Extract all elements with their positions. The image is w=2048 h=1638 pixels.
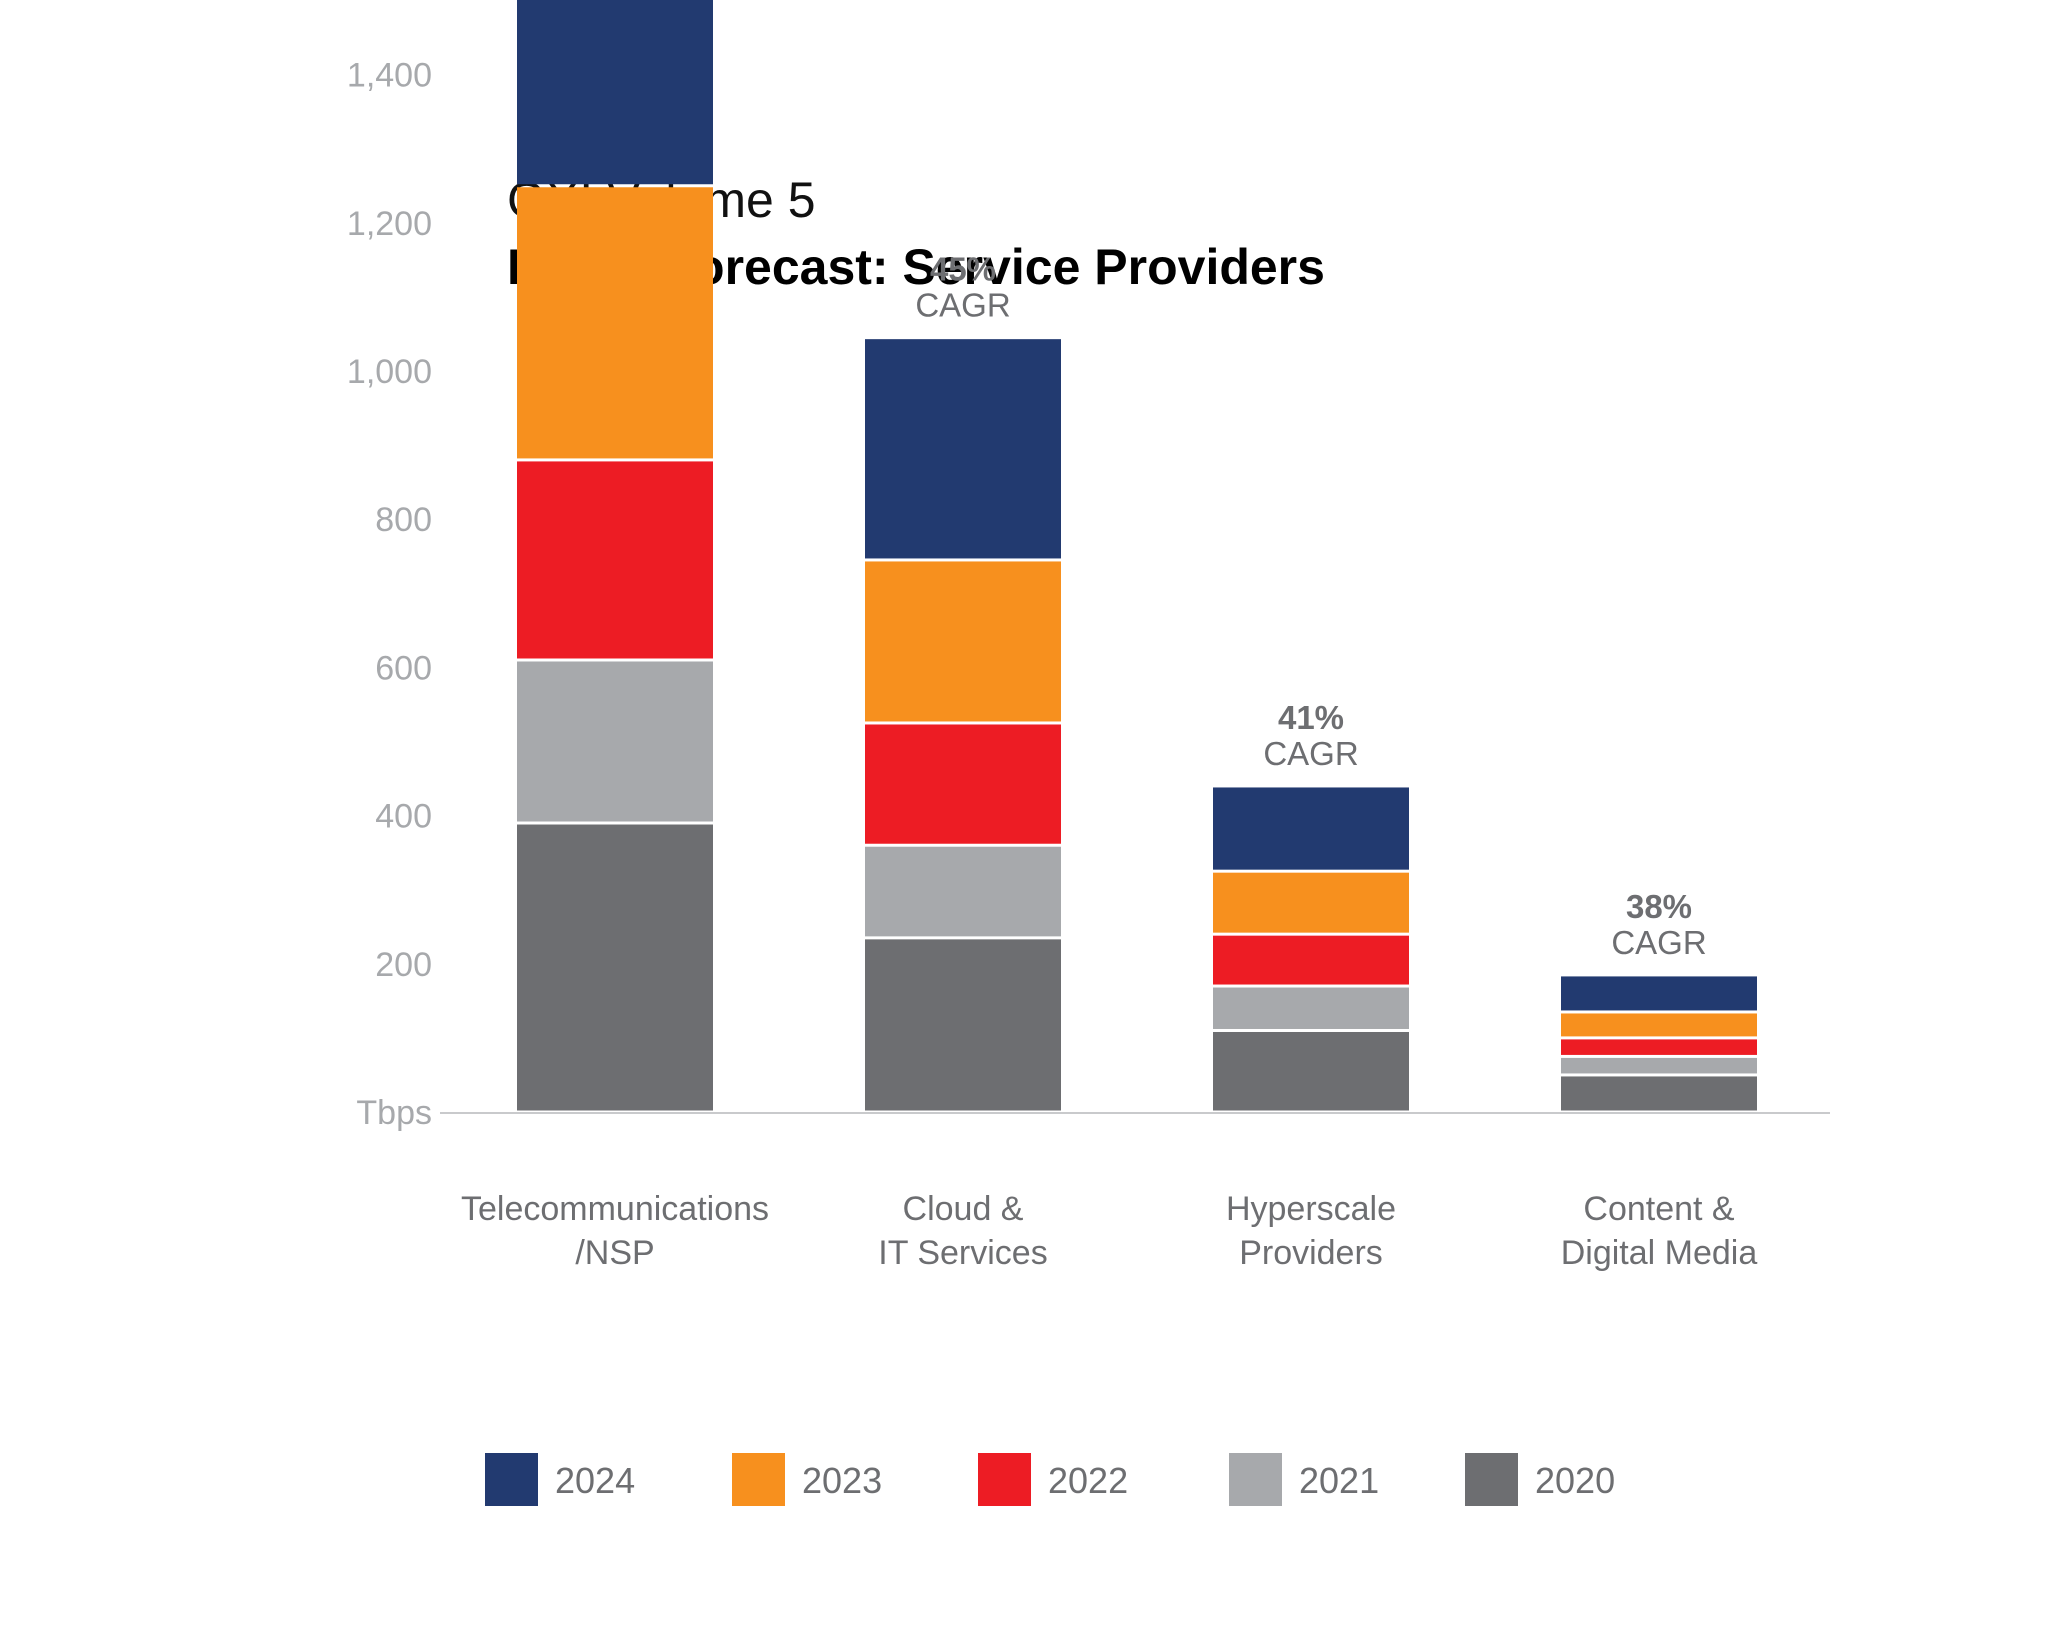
y-tick-label: 1,000 (347, 353, 432, 391)
bar-segment-2023 (1213, 872, 1409, 933)
category-labels: Telecommunications/NSP Cloud & IT Services… (461, 1190, 1757, 1272)
bar-segment-2020 (865, 939, 1061, 1111)
category-label: Providers (1239, 1234, 1383, 1272)
cagr-value: 45% (930, 251, 996, 288)
y-axis: 2004006008001,0001,2001,4001,6001,800Tbp… (347, 57, 1830, 1132)
bar-segment-2020 (1213, 1031, 1409, 1111)
category-label: Hyperscale (1226, 1190, 1396, 1228)
bar-segment-2023 (865, 561, 1061, 722)
bar-segment-2021 (865, 846, 1061, 937)
legend-swatch-2020 (1465, 1453, 1518, 1506)
category-label: Content & (1583, 1190, 1735, 1228)
bar-segment-2023 (517, 187, 713, 459)
bar-segment-2024 (865, 339, 1061, 559)
y-tick-label: 1,200 (347, 205, 432, 243)
y-tick-label: 200 (375, 946, 432, 984)
bar-segment-2024 (517, 0, 713, 185)
category-label: Telecommunications (461, 1190, 769, 1228)
legend-swatch-2022 (978, 1453, 1031, 1506)
category-label: /NSP (575, 1234, 654, 1272)
y-tick-label: 800 (375, 501, 432, 539)
legend-label: 2021 (1299, 1460, 1379, 1501)
legend-label: 2024 (555, 1460, 635, 1501)
bar-segment-2022 (865, 724, 1061, 844)
category-label: Cloud & (903, 1190, 1024, 1228)
bar-segment-2021 (517, 661, 713, 822)
legend-swatch-2024 (485, 1453, 538, 1506)
cagr-value: 38% (1626, 888, 1692, 925)
y-tick-label: 400 (375, 798, 432, 836)
legend: 2024 2023 2022 2021 2020 (485, 1453, 1615, 1506)
bar-segment-2020 (517, 824, 713, 1111)
cagr-label: CAGR (915, 287, 1010, 324)
y-tick-label: 600 (375, 649, 432, 687)
category-label: Digital Media (1561, 1234, 1758, 1272)
cagr-label: CAGR (1611, 924, 1706, 961)
bar-segment-2022 (517, 461, 713, 659)
bars (517, 0, 1757, 1111)
bar-segment-2023 (1561, 1013, 1757, 1037)
y-tick-label: 1,400 (347, 57, 432, 95)
category-label: IT Services (878, 1234, 1047, 1272)
bar-segment-2024 (1213, 787, 1409, 870)
legend-swatch-2023 (732, 1453, 785, 1506)
bar-segment-2024 (1561, 976, 1757, 1011)
bar-segment-2020 (1561, 1076, 1757, 1111)
bar-segment-2022 (1213, 935, 1409, 985)
bar-segment-2022 (1561, 1039, 1757, 1055)
legend-label: 2020 (1535, 1460, 1615, 1501)
y-unit-label: Tbps (356, 1094, 432, 1132)
legend-label: 2022 (1048, 1460, 1128, 1501)
bar-segment-2021 (1561, 1057, 1757, 1074)
cagr-value: 41% (1278, 699, 1344, 736)
cagr-label: CAGR (1263, 735, 1358, 772)
legend-label: 2023 (802, 1460, 882, 1501)
bar-segment-2021 (1213, 987, 1409, 1029)
legend-swatch-2021 (1229, 1453, 1282, 1506)
